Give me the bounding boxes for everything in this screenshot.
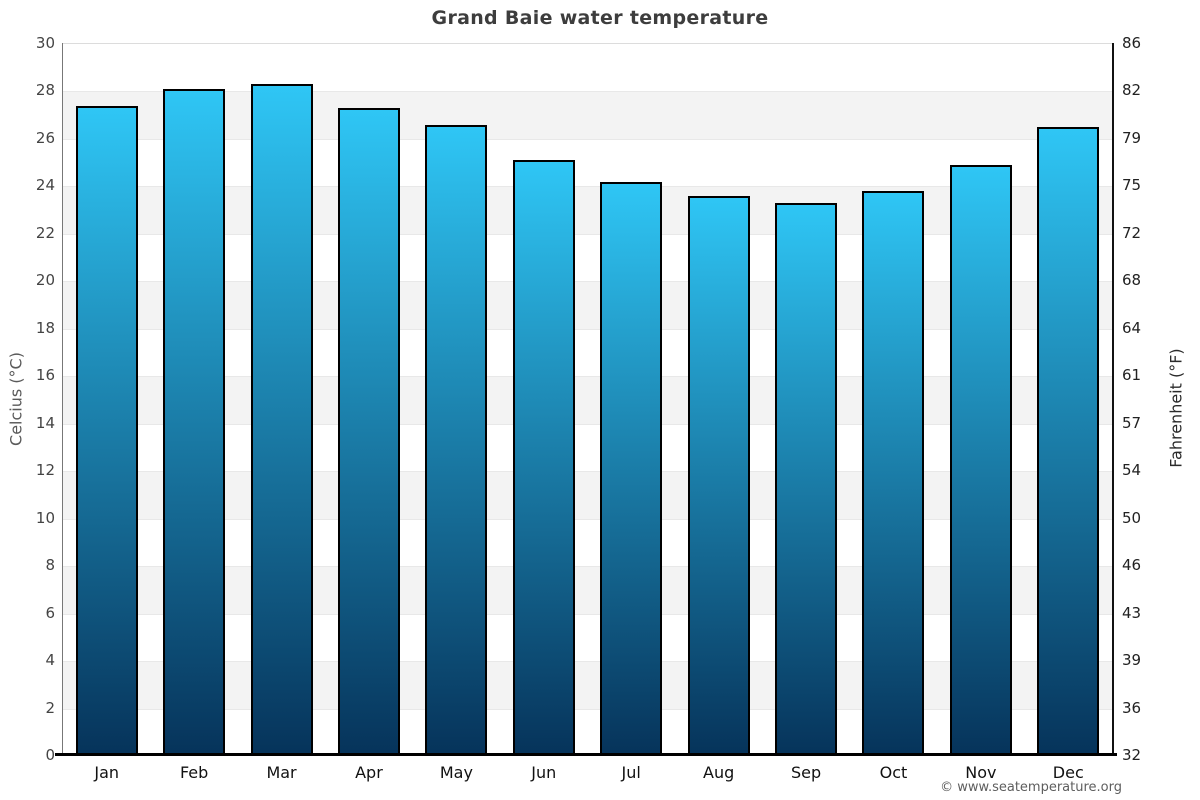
- x-tick-dec: Dec: [1052, 763, 1084, 782]
- bar-jul: [600, 181, 663, 756]
- y-tick-celsius: 14: [35, 413, 55, 432]
- y-tick-fahrenheit: 75: [1122, 176, 1142, 195]
- grid-band: [63, 44, 1112, 92]
- y-tick-fahrenheit: 72: [1122, 223, 1142, 242]
- y-tick-celsius: 2: [45, 698, 55, 717]
- x-tick-nov: Nov: [965, 763, 997, 782]
- x-tick-oct: Oct: [879, 763, 908, 782]
- bar-oct: [862, 191, 925, 756]
- grid-band: [63, 138, 1112, 187]
- x-tick-mar: Mar: [266, 763, 297, 782]
- y-tick-fahrenheit: 64: [1122, 318, 1142, 337]
- y-tick-fahrenheit: 36: [1122, 698, 1142, 717]
- grid-band: [63, 186, 1112, 234]
- x-tick-apr: Apr: [355, 763, 383, 782]
- y-tick-fahrenheit: 46: [1122, 556, 1142, 575]
- x-axis-line: [55, 753, 1117, 756]
- x-tick-may: May: [439, 763, 473, 782]
- y-tick-fahrenheit: 43: [1122, 603, 1142, 622]
- y-tick-fahrenheit: 79: [1122, 128, 1142, 147]
- y-tick-fahrenheit: 86: [1122, 34, 1142, 52]
- y-tick-celsius: 4: [45, 651, 55, 670]
- y-tick-celsius: 28: [35, 81, 55, 100]
- y-tick-celsius: 16: [35, 366, 55, 385]
- grid-band: [63, 91, 1112, 139]
- y-tick-fahrenheit: 32: [1122, 746, 1142, 764]
- y-axis-line-right: [1112, 43, 1114, 755]
- y-tick-celsius: 8: [45, 556, 55, 575]
- chart-title: Grand Baie water temperature: [431, 7, 769, 29]
- x-tick-feb: Feb: [179, 763, 209, 782]
- x-tick-jul: Jul: [621, 763, 641, 782]
- y-tick-fahrenheit: 39: [1122, 651, 1142, 670]
- y-tick-celsius: 0: [45, 746, 55, 764]
- y-tick-celsius: 18: [35, 318, 55, 337]
- bar-feb: [163, 89, 226, 756]
- x-tick-jun: Jun: [531, 763, 557, 782]
- y-tick-fahrenheit: 57: [1122, 413, 1142, 432]
- bar-sep: [775, 203, 838, 756]
- y-tick-celsius: 26: [35, 128, 55, 147]
- grid-band: [63, 423, 1112, 472]
- bar-apr: [337, 108, 400, 756]
- y-tick-celsius: 24: [35, 176, 55, 195]
- grid-band: [63, 281, 1112, 329]
- y-tick-celsius: 10: [35, 508, 55, 527]
- copyright-text: © www.seatemperature.org: [940, 780, 1122, 795]
- grid-band: [63, 566, 1112, 614]
- bar-jun: [512, 160, 575, 756]
- y-tick-fahrenheit: 68: [1122, 271, 1142, 290]
- y-tick-fahrenheit: 61: [1122, 366, 1142, 385]
- y-tick-fahrenheit: 54: [1122, 461, 1142, 480]
- y-tick-celsius: 12: [35, 461, 55, 480]
- x-tick-sep: Sep: [790, 763, 822, 782]
- grid-band: [63, 328, 1112, 377]
- bar-jan: [75, 105, 138, 756]
- y-tick-celsius: 20: [35, 271, 55, 290]
- grid-band: [63, 376, 1112, 424]
- grid-band: [63, 233, 1112, 282]
- x-tick-aug: Aug: [703, 763, 735, 782]
- y-tick-fahrenheit: 50: [1122, 508, 1142, 527]
- y-axis-line-left: [62, 43, 63, 755]
- bar-aug: [687, 195, 750, 756]
- bar-dec: [1037, 127, 1100, 756]
- y-tick-celsius: 6: [45, 603, 55, 622]
- grid-band: [63, 661, 1112, 709]
- bar-nov: [949, 165, 1012, 756]
- y-tick-fahrenheit: 82: [1122, 81, 1142, 100]
- bar-mar: [250, 84, 313, 756]
- grid-band: [63, 708, 1112, 756]
- x-tick-jan: Jan: [94, 763, 120, 782]
- grid-band: [63, 518, 1112, 567]
- grid-band: [63, 613, 1112, 662]
- plot-area: [63, 43, 1112, 756]
- y-tick-celsius: 22: [35, 223, 55, 242]
- y-tick-celsius: 30: [35, 34, 55, 52]
- bar-may: [425, 124, 488, 756]
- grid-band: [63, 471, 1112, 519]
